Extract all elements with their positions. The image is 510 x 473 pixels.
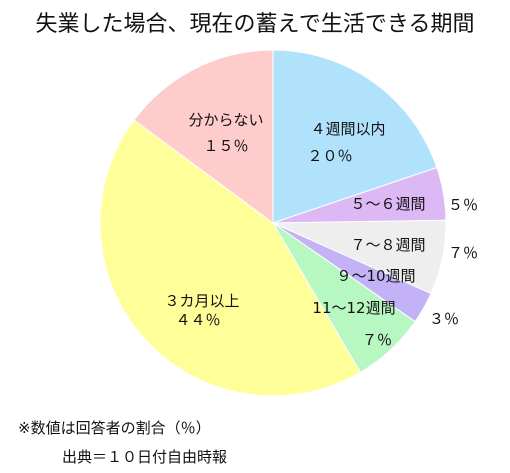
slice-value-label: ５％ bbox=[448, 196, 478, 214]
slice-value-label: ３％ bbox=[429, 310, 459, 328]
slice-label: ７～８週間 bbox=[350, 236, 425, 254]
slice-value-label: １５％ bbox=[203, 137, 248, 155]
slice-label: 11～12週間 bbox=[312, 299, 395, 317]
chart-title: 失業した場合、現在の蓄えで生活できる期間 bbox=[35, 12, 475, 37]
pie-slice bbox=[133, 49, 274, 224]
footnote: ※数値は回答者の割合（％） bbox=[18, 419, 211, 437]
slice-label: ９～10週間 bbox=[336, 267, 415, 285]
slice-value-label: ７％ bbox=[448, 244, 478, 262]
slice-value-label: ２０％ bbox=[307, 147, 352, 165]
slice-label: ４週間以内 bbox=[310, 120, 385, 138]
slice-value-label: ７％ bbox=[362, 331, 392, 349]
slice-label: ５～６週間 bbox=[350, 195, 425, 213]
slice-value-label: ４４％ bbox=[175, 311, 220, 329]
source-credit: 出典＝１０日付自由時報 bbox=[62, 448, 228, 466]
slice-label: 分からない bbox=[188, 111, 263, 129]
slice-label: ３カ月以上 bbox=[164, 292, 239, 310]
pie-slice bbox=[99, 119, 361, 397]
pie-slice bbox=[272, 49, 438, 224]
